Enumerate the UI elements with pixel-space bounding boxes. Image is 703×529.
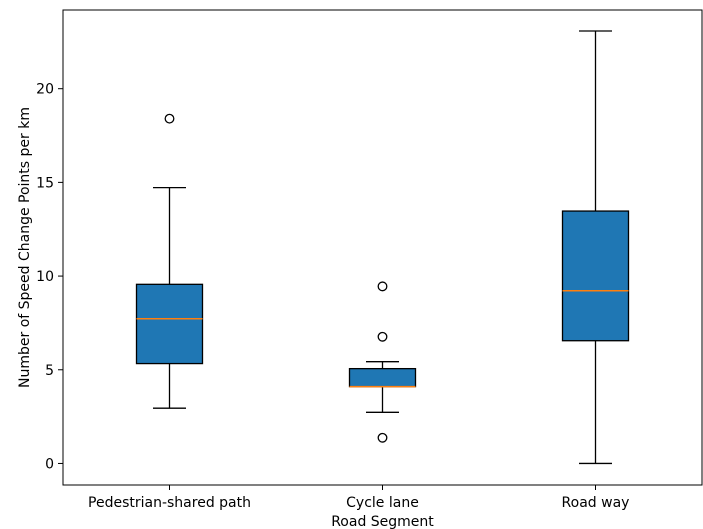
y-tick-label: 0: [45, 456, 54, 472]
x-tick-label: Cycle lane: [346, 495, 419, 511]
outlier-point: [164, 113, 175, 124]
outlier-point: [377, 432, 388, 443]
outlier-point: [377, 331, 388, 342]
x-tick-label: Pedestrian-shared path: [88, 495, 251, 511]
boxes-layer: [135, 30, 630, 465]
iqr-box: [348, 367, 417, 388]
x-tick-label: Road way: [562, 495, 630, 511]
x-axis: Pedestrian-shared path Cycle lane Road way: [88, 485, 629, 511]
box-group: [135, 113, 204, 409]
y-tick-label: 5: [45, 363, 54, 379]
y-tick-label: 10: [36, 269, 54, 285]
y-axis: 0 5 10 15 20: [36, 82, 63, 472]
box-group: [561, 30, 630, 465]
x-axis-label: Road Segment: [331, 514, 434, 529]
outlier-point: [377, 281, 388, 292]
box-group: [348, 281, 417, 443]
y-tick-label: 15: [36, 175, 54, 191]
iqr-box: [135, 283, 204, 365]
y-tick-label: 20: [36, 82, 54, 98]
y-axis-label: Number of Speed Change Points per km: [17, 107, 33, 388]
iqr-box: [561, 210, 630, 342]
